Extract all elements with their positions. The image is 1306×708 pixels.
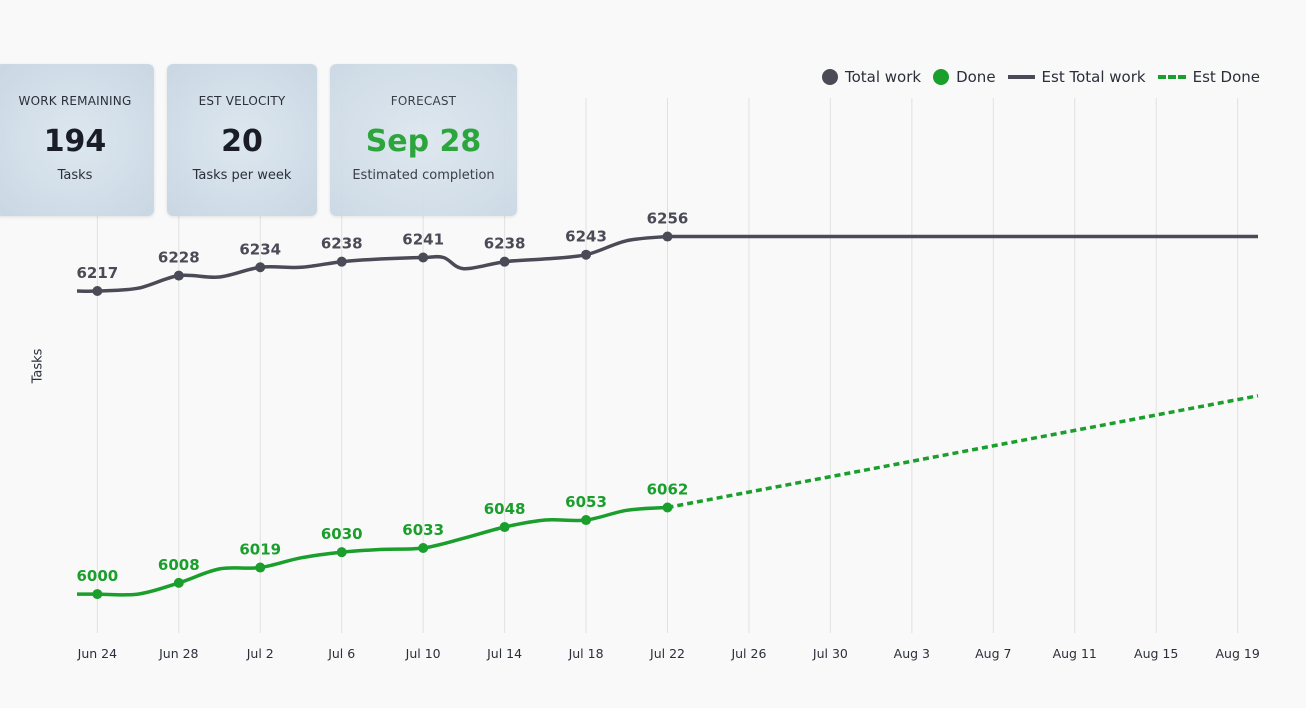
- kpi-forecast: FORECAST Sep 28 Estimated completion: [330, 64, 517, 216]
- done-point: [499, 522, 510, 533]
- done-data-label: 6000: [76, 567, 118, 585]
- done-data-label: 6062: [647, 480, 689, 498]
- kpi-title: WORK REMAINING: [18, 94, 132, 108]
- x-tick-label: Jul 14: [486, 646, 522, 661]
- x-axis-ticks: Jun 24 Jun 28 Jul 2 Jul 6 Jul 10 Jul 14 Jul 18…: [77, 646, 1260, 661]
- legend-swatch-line: [1007, 75, 1035, 79]
- total-work-data-label: 6256: [647, 210, 689, 228]
- x-tick-label: Aug 19: [1215, 646, 1259, 661]
- legend-label: Est Done: [1192, 68, 1260, 86]
- done-data-label: 6053: [565, 493, 607, 511]
- total-work-data-label: 6238: [321, 235, 363, 253]
- total-work-data-label: 6234: [239, 240, 281, 258]
- done-point: [418, 542, 429, 553]
- legend-swatch-dot: [933, 69, 950, 85]
- legend-item-done[interactable]: Done: [933, 68, 996, 86]
- total-work-line: [76, 234, 668, 293]
- done-line: [77, 505, 668, 597]
- kpi-subtitle: Tasks per week: [192, 168, 292, 183]
- kpi-value: 194: [43, 124, 107, 159]
- legend-item-total-work[interactable]: Total work: [821, 68, 922, 86]
- total-work-data-label: 6238: [484, 235, 526, 253]
- x-tick-label: Jul 6: [327, 646, 355, 661]
- x-tick-label: Aug 15: [1134, 646, 1178, 661]
- x-tick-label: Aug 3: [894, 646, 930, 661]
- done-point: [92, 589, 103, 600]
- kpi-title: FORECAST: [390, 94, 457, 108]
- total-work-point: [173, 270, 184, 281]
- x-tick-label: Jul 18: [568, 646, 604, 661]
- total-work-point: [499, 256, 510, 267]
- est-done-line: [667, 394, 1259, 510]
- x-tick-label: Jul 10: [405, 646, 441, 661]
- done-data-label: 6048: [484, 500, 526, 518]
- x-tick-label: Jul 2: [246, 646, 274, 661]
- total-work-data-label: 6228: [158, 249, 200, 267]
- total-work-point: [92, 286, 103, 297]
- done-point: [581, 515, 592, 526]
- total-work-point: [418, 252, 429, 263]
- total-work-point: [255, 262, 266, 273]
- total-work-point: [336, 256, 347, 267]
- series-points: [92, 231, 673, 600]
- kpi-subtitle: Estimated completion: [352, 168, 495, 183]
- x-tick-label: Aug 11: [1053, 646, 1097, 661]
- done-data-label: 6019: [239, 541, 281, 559]
- total-work-point: [662, 231, 673, 242]
- legend-label: Done: [956, 68, 996, 86]
- legend-label: Total work: [844, 68, 922, 86]
- total-work-data-label: 6241: [402, 230, 444, 248]
- done-data-label: 6030: [321, 525, 363, 543]
- legend-item-est-total-work[interactable]: Est Total work: [1007, 68, 1146, 86]
- series-lines: [76, 234, 1259, 597]
- kpi-value: Sep 28: [365, 124, 482, 159]
- kpi-value: 20: [221, 124, 263, 159]
- done-point: [336, 547, 347, 558]
- x-tick-label: Jul 26: [730, 646, 766, 661]
- done-point: [255, 562, 266, 573]
- x-tick-label: Jun 28: [158, 646, 198, 661]
- done-point: [173, 577, 184, 588]
- data-labels: 6217 6228 6234 6238 6241 6238 6243 6256 6000 6008…: [76, 210, 688, 586]
- legend-item-est-done[interactable]: Est Done: [1157, 68, 1260, 86]
- legend-label: Est Total work: [1041, 68, 1146, 86]
- x-tick-label: Aug 7: [975, 646, 1011, 661]
- done-data-label: 6033: [402, 521, 444, 539]
- kpi-est-velocity: EST VELOCITY 20 Tasks per week: [167, 64, 317, 216]
- done-point: [662, 502, 673, 513]
- x-tick-label: Jun 24: [77, 646, 117, 661]
- y-axis-title: Tasks: [30, 348, 46, 384]
- kpi-work-remaining: WORK REMAINING 194 Tasks: [0, 64, 154, 216]
- kpi-subtitle: Tasks: [57, 168, 93, 183]
- done-data-label: 6008: [158, 556, 200, 574]
- legend-swatch-dashed-line: [1157, 75, 1186, 79]
- total-work-data-label: 6243: [565, 228, 607, 246]
- chart-legend: Total work Done Est Total work Est Done: [821, 68, 1260, 86]
- total-work-data-label: 6217: [76, 264, 118, 282]
- x-tick-label: Jul 22: [649, 646, 685, 661]
- legend-swatch-dot: [821, 69, 838, 85]
- x-tick-label: Jul 30: [812, 646, 848, 661]
- kpi-title: EST VELOCITY: [198, 94, 286, 108]
- total-work-point: [581, 249, 592, 260]
